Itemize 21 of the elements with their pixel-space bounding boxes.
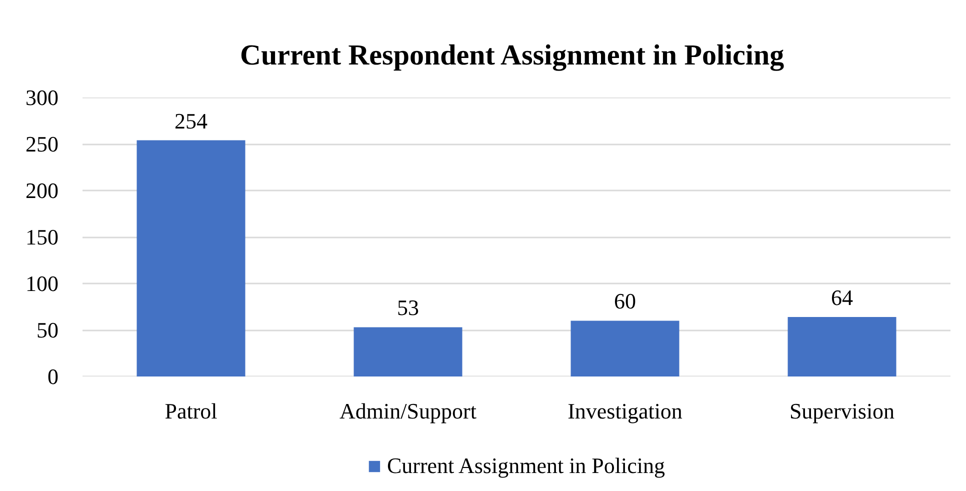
y-tick-label: 50	[36, 318, 58, 342]
bar	[788, 316, 896, 376]
data-label: 60	[614, 288, 636, 314]
y-tick-label: 250	[26, 132, 58, 156]
y-tick-label: 100	[26, 271, 58, 296]
x-tick-label: Admin/Support	[340, 398, 476, 424]
data-label: 254	[174, 108, 208, 134]
data-label: 64	[831, 284, 853, 310]
y-tick-label: 200	[26, 178, 58, 203]
legend-label: Current Assignment in Policing	[386, 452, 666, 478]
y-tick-label: 150	[26, 224, 58, 250]
bar	[354, 327, 462, 376]
x-tick-label: Investigation	[568, 398, 682, 424]
chart-title: Current Respondent Assignment in Policing	[240, 40, 785, 72]
y-tick-label: 0	[48, 364, 58, 389]
bar	[136, 140, 246, 376]
x-tick-label: Supervision	[789, 398, 895, 424]
data-label: 53	[397, 295, 419, 320]
x-tick-label: Patrol	[164, 398, 218, 424]
y-tick-label: 300	[26, 85, 58, 110]
bar	[570, 320, 680, 376]
